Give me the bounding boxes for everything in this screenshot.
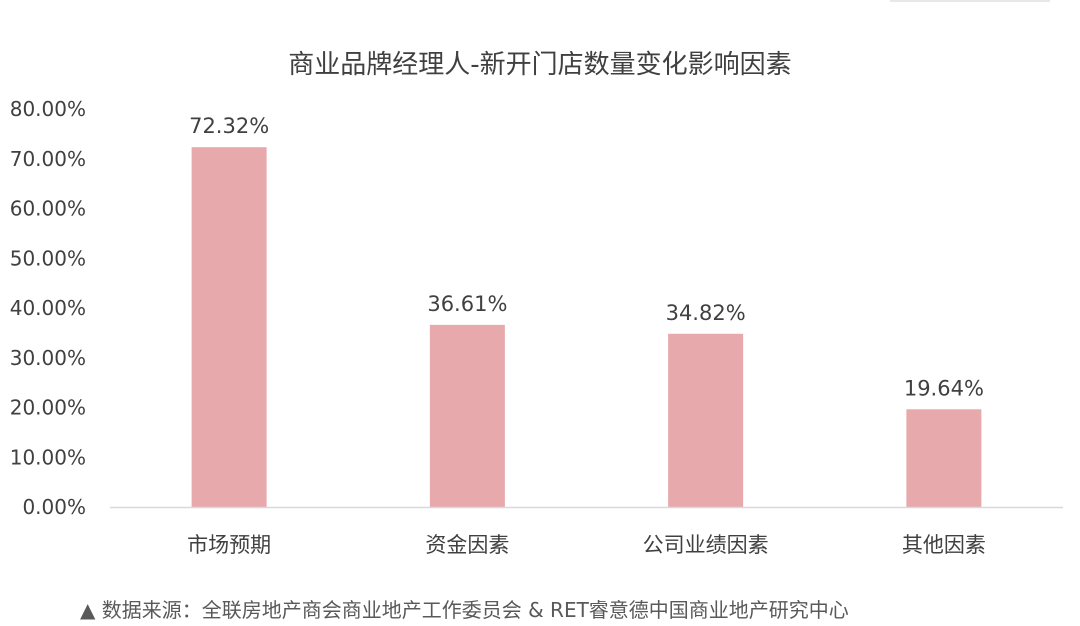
category-label: 资金因素 — [425, 533, 509, 557]
data-label: 34.82% — [666, 301, 746, 325]
category-label: 市场预期 — [187, 533, 271, 557]
bar — [668, 333, 744, 507]
bars — [191, 147, 982, 507]
top-edge-decoration — [890, 0, 1050, 2]
bar — [429, 324, 505, 507]
bar-chart: 商业品牌经理人-新开门店数量变化影响因素 0.00% 10.00% 20.00% 30… — [10, 50, 1063, 557]
data-label: 19.64% — [904, 376, 984, 400]
y-axis: 0.00% 10.00% 20.00% 30.00% 40.00% 50.00% 60.00… — [10, 97, 86, 519]
category-label: 公司业绩因素 — [643, 533, 769, 557]
y-tick-label: 60.00% — [10, 197, 86, 221]
y-tick-label: 30.00% — [10, 346, 86, 370]
y-tick-label: 70.00% — [10, 147, 86, 171]
bar — [906, 409, 982, 507]
bar — [191, 147, 267, 507]
y-tick-label: 10.00% — [10, 445, 86, 469]
data-labels: 72.32% 36.61% 34.82% 19.64% — [189, 114, 984, 400]
source-note: ▲ 数据来源：全联房地产商会商业地产工作委员会 & RET睿意德中国商业地产研究… — [80, 598, 849, 622]
data-label: 72.32% — [189, 114, 269, 138]
y-tick-label: 50.00% — [10, 246, 86, 270]
data-label: 36.61% — [427, 292, 507, 316]
y-tick-label: 80.00% — [10, 97, 86, 121]
y-tick-label: 0.00% — [22, 495, 86, 519]
x-axis: 市场预期 资金因素 公司业绩因素 其他因素 — [187, 533, 986, 557]
y-tick-label: 20.00% — [10, 396, 86, 420]
y-tick-label: 40.00% — [10, 296, 86, 320]
category-label: 其他因素 — [902, 533, 986, 557]
chart-title: 商业品牌经理人-新开门店数量变化影响因素 — [288, 50, 791, 80]
